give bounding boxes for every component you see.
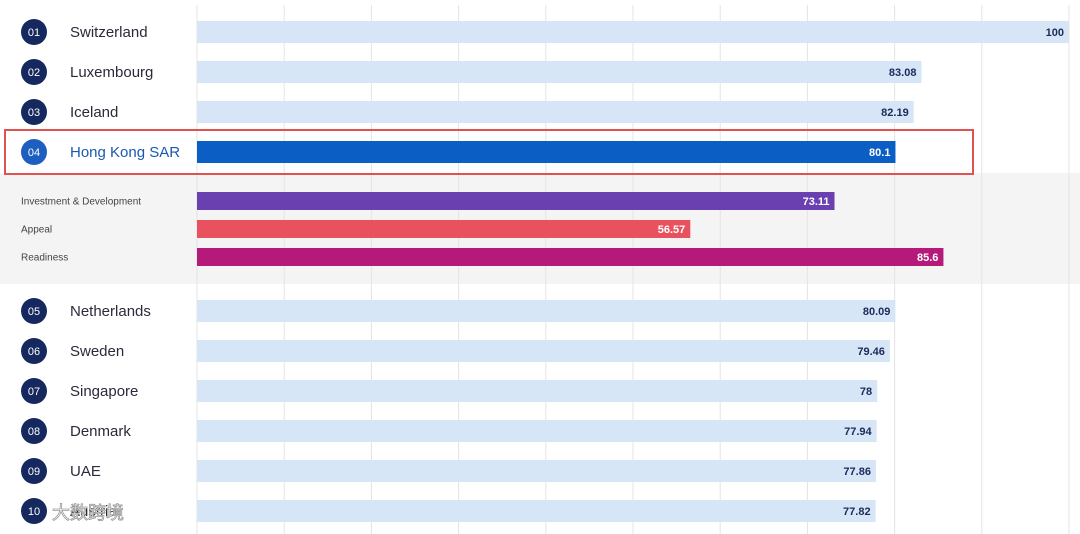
breakdown-label: Readiness (21, 253, 68, 264)
value-label: 79.46 (857, 346, 885, 358)
bar (197, 141, 896, 163)
bars-layer: 01 Switzerland 100 02 Luxembourg 83.08 03 Icela… (4, 19, 1069, 524)
rank-badge (21, 458, 47, 484)
value-label: 82.19 (881, 107, 909, 119)
rank-label: 04 (28, 147, 40, 159)
value-label: 80.1 (869, 147, 890, 159)
rank-label: 02 (28, 67, 40, 79)
rank-badge (21, 498, 47, 524)
rank-badge (21, 139, 47, 165)
value-label: 100 (1046, 27, 1064, 39)
rank-label: 01 (28, 27, 40, 39)
value-label: 77.86 (843, 466, 871, 478)
rank-badge (21, 378, 47, 404)
rank-badge (21, 99, 47, 125)
rank-badge (21, 298, 47, 324)
rank-badge (21, 19, 47, 45)
rank-label: 08 (28, 426, 40, 438)
category-label: Netherlands (70, 303, 151, 320)
rank-label: 07 (28, 386, 40, 398)
category-label: Austria (70, 503, 117, 520)
bar (197, 61, 922, 83)
category-label: UAE (70, 463, 101, 480)
rank-badge (21, 418, 47, 444)
bar (197, 248, 944, 266)
category-label: Denmark (70, 423, 131, 440)
grid-layer (196, 5, 1070, 534)
rank-label: 05 (28, 306, 40, 318)
rank-label: 09 (28, 466, 40, 478)
value-label: 83.08 (889, 67, 917, 79)
rank-badge (21, 59, 47, 85)
bar (197, 340, 890, 362)
value-label: 80.09 (863, 306, 891, 318)
rank-label: 10 (28, 506, 40, 518)
rank-badge (21, 338, 47, 364)
bar (197, 101, 914, 123)
rank-label: 03 (28, 107, 40, 119)
value-label: 77.82 (843, 506, 871, 518)
category-label: Luxembourg (70, 64, 153, 81)
category-label: Sweden (70, 343, 124, 360)
bar (197, 21, 1069, 43)
value-label: 77.94 (844, 426, 872, 438)
bar (197, 220, 691, 238)
value-label: 56.57 (658, 224, 686, 236)
category-label: Hong Kong SAR (70, 144, 180, 161)
value-label: 73.11 (803, 196, 830, 208)
bar (197, 192, 835, 210)
bar (197, 380, 878, 402)
highlight-box (4, 129, 974, 175)
breakdown-label: Investment & Development (21, 197, 141, 208)
category-label: Switzerland (70, 24, 148, 41)
bar (197, 420, 877, 442)
value-label: 78 (860, 386, 872, 398)
bar (197, 300, 896, 322)
bar (197, 460, 876, 482)
category-label: Iceland (70, 104, 118, 121)
watermark: 大数跨境 (52, 503, 124, 524)
breakdown-label: Appeal (21, 225, 52, 236)
bar (197, 500, 876, 522)
value-label: 85.6 (917, 252, 938, 264)
rank-label: 06 (28, 346, 40, 358)
category-label: Singapore (70, 383, 138, 400)
